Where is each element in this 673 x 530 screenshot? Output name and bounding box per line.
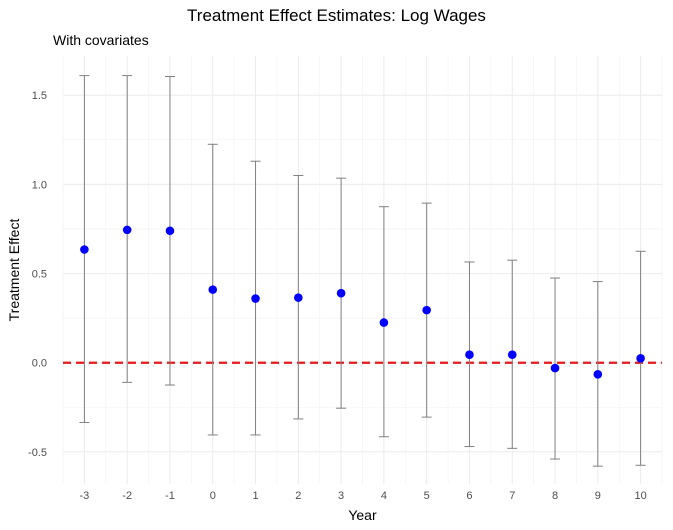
x-tick-label: 1 [252,490,258,502]
y-tick-label: 1.5 [32,90,47,102]
x-tick-label: 6 [466,490,472,502]
data-point [379,318,389,327]
y-axis-label: Treatment Effect [6,219,22,322]
data-point [336,288,346,298]
y-tick-labels: 1.5 1.0 0.5 0.0 -0.5 [28,90,47,459]
data-point [422,305,431,315]
x-tick-label: 2 [295,490,301,502]
y-tick-label: 0.5 [32,269,47,281]
data-point [208,285,218,294]
y-tick-label: 0.0 [32,358,47,370]
data-point [80,245,89,254]
x-tick-label: 0 [210,490,216,502]
x-axis-label: Year [348,507,377,523]
data-point [251,294,260,303]
y-tick-label: 1.0 [32,179,47,191]
x-tick-labels: -3 -2 -1 0 1 2 3 4 5 6 7 8 9 10 [80,490,647,502]
x-tick-label: -3 [80,490,90,502]
x-tick-label: -1 [165,490,175,502]
data-point [593,370,603,379]
chart-subtitle: With covariates [53,32,149,48]
x-tick-label: 4 [381,490,387,502]
x-tick-label: 5 [424,490,430,502]
data-points [80,225,645,379]
x-tick-label: 7 [509,490,515,502]
data-point [165,226,175,236]
x-tick-label: -2 [122,490,132,502]
x-tick-label: 3 [338,490,344,502]
x-tick-label: 9 [595,490,601,502]
data-point [636,353,645,363]
x-tick-label: 8 [552,490,558,502]
grid-lines [62,56,663,484]
x-tick-label: 10 [634,490,646,502]
y-tick-label: -0.5 [28,447,47,459]
data-point [507,350,517,360]
data-point [294,293,303,302]
data-point [122,225,132,235]
data-point [550,363,560,373]
data-point [465,350,474,360]
chart-title: Treatment Effect Estimates: Log Wages [187,6,486,25]
